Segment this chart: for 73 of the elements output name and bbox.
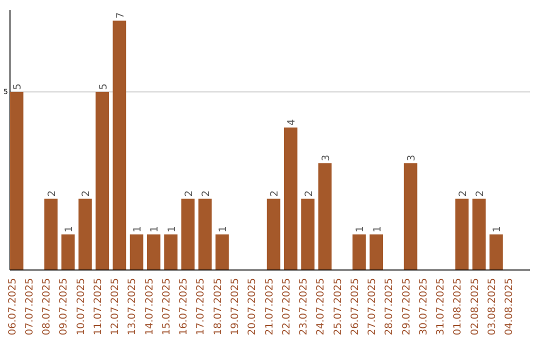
data-label: 1 (166, 226, 178, 232)
x-tick-label: 04.08.2025 (504, 278, 515, 336)
data-label: 1 (355, 226, 366, 232)
data-label: 2 (458, 190, 469, 197)
bar (198, 198, 212, 270)
x-tick-label: 27.07.2025 (366, 278, 378, 336)
x-tick-label: 10.07.2025 (76, 278, 87, 336)
bar (164, 234, 178, 270)
bar (181, 198, 195, 270)
data-label: 2 (270, 190, 281, 197)
x-tick-label: 19.07.2025 (230, 278, 241, 336)
x-tick-label: 11.07.2025 (92, 278, 104, 336)
x-tick-label: 23.07.2025 (298, 278, 310, 336)
x-tick-label: 14.07.2025 (144, 278, 156, 336)
data-label: 1 (64, 226, 76, 232)
x-tick-label: 28.07.2025 (384, 278, 396, 336)
data-label: 2 (184, 190, 195, 197)
data-label: 7 (115, 12, 126, 19)
bar (147, 234, 160, 270)
data-label: 2 (46, 190, 58, 197)
data-label: 1 (372, 226, 384, 232)
bar (455, 198, 469, 270)
bar (78, 198, 92, 270)
bar (318, 163, 332, 270)
bar (404, 163, 418, 270)
data-label: 1 (218, 226, 230, 232)
bar (96, 92, 109, 270)
bar (10, 92, 24, 270)
x-tick-label: 01.08.2025 (452, 278, 464, 336)
x-tick-label: 17.07.2025 (196, 278, 207, 336)
data-label: 1 (492, 226, 504, 232)
x-tick-label: 09.07.2025 (58, 278, 70, 336)
x-tick-label: 29.07.2025 (401, 278, 412, 336)
x-tick-label: 03.08.2025 (486, 278, 498, 336)
x-tick-label: 21.07.2025 (264, 278, 276, 336)
bar (490, 234, 503, 270)
bar (130, 234, 144, 270)
x-tick-label: 15.07.2025 (161, 278, 172, 336)
bar (370, 234, 383, 270)
data-label: 5 (98, 84, 110, 90)
bar (216, 234, 229, 270)
x-tick-label: 18.07.2025 (212, 278, 224, 336)
bar (61, 234, 75, 270)
x-tick-label: 13.07.2025 (127, 278, 138, 336)
x-tick-label: 16.07.2025 (178, 278, 190, 336)
x-tick-label: 26.07.2025 (350, 278, 361, 336)
bar (44, 198, 58, 270)
data-label: 2 (475, 190, 486, 197)
data-label: 2 (304, 190, 315, 197)
x-tick-label: 30.07.2025 (418, 278, 430, 336)
bar (284, 128, 298, 270)
data-label: 4 (286, 119, 298, 126)
data-label: 3 (320, 154, 332, 162)
data-label: 3 (406, 154, 418, 162)
x-tick-label: 24.07.2025 (316, 278, 327, 336)
x-tick-label: 22.07.2025 (281, 278, 292, 336)
bar (112, 20, 126, 270)
x-tick-label: 02.08.2025 (470, 278, 481, 336)
x-tick-label: 20.07.2025 (247, 278, 258, 336)
data-label: 1 (132, 226, 144, 232)
data-label: 2 (201, 190, 212, 197)
bar (352, 234, 366, 270)
data-label: 1 (150, 226, 161, 232)
bar (266, 198, 280, 270)
x-tick-label: 31.07.2025 (436, 278, 446, 336)
data-label: 2 (81, 190, 92, 197)
x-tick-label: 06.07.2025 (7, 278, 18, 336)
x-tick-label: 12.07.2025 (110, 278, 122, 336)
x-tick-label: 07.07.2025 (24, 278, 36, 336)
bar (472, 198, 486, 270)
x-tick-label: 08.07.2025 (42, 278, 53, 336)
x-tick-label: 25.07.2025 (332, 278, 344, 336)
bar (301, 198, 314, 270)
